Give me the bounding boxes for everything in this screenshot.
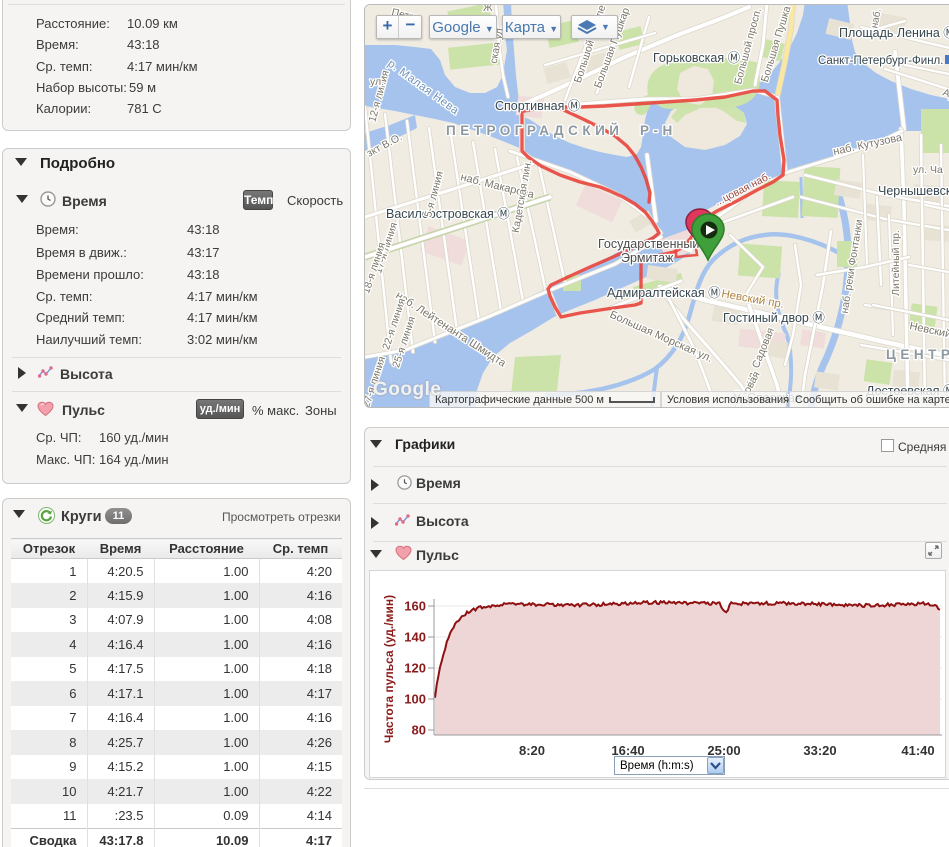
- svg-text:120: 120: [404, 661, 426, 676]
- svg-text:25:00: 25:00: [707, 743, 740, 758]
- svg-text:ул. Ча: ул. Ча: [913, 164, 943, 176]
- svg-text:Государственный: Государственный: [598, 237, 699, 251]
- svg-text:ул.: ул.: [370, 76, 384, 88]
- svg-text:Санкт-Петербург-Финл.: Санкт-Петербург-Финл.: [818, 55, 943, 67]
- svg-text:80: 80: [412, 723, 426, 738]
- svg-text:Ж: Ж: [483, 5, 493, 14]
- svg-text:Ар: Ар: [941, 87, 949, 103]
- svg-text:Горьковская Ⓜ: Горьковская Ⓜ: [653, 51, 741, 65]
- svg-text:Площадь Ленина Ⓜ: Площадь Ленина Ⓜ: [839, 26, 949, 40]
- svg-text:Чернышевск: Чернышевск: [878, 184, 949, 198]
- svg-text:Гостиный двор Ⓜ: Гостиный двор Ⓜ: [723, 311, 825, 325]
- svg-text:ЦЕНТР: ЦЕНТР: [886, 347, 949, 362]
- svg-text:8:20: 8:20: [519, 743, 545, 758]
- svg-text:41:40: 41:40: [901, 743, 934, 758]
- svg-text:Частота пульса (уд./мин): Частота пульса (уд./мин): [382, 595, 396, 743]
- svg-text:100: 100: [404, 692, 426, 707]
- svg-text:Адмиралтейская Ⓜ: Адмиралтейская Ⓜ: [607, 286, 721, 300]
- svg-text:160: 160: [404, 599, 426, 614]
- svg-text:Эрмитаж: Эрмитаж: [621, 251, 674, 265]
- svg-text:наб.: наб.: [868, 8, 883, 29]
- svg-text:ПЕТРОГРАДСКИЙ Р-Н: ПЕТРОГРАДСКИЙ Р-Н: [446, 123, 677, 138]
- svg-text:Спортивная Ⓜ: Спортивная Ⓜ: [495, 99, 581, 113]
- svg-text:Литейный пр.: Литейный пр.: [890, 230, 902, 296]
- svg-text:33:20: 33:20: [803, 743, 836, 758]
- svg-text:16:40: 16:40: [611, 743, 644, 758]
- svg-text:Василеостровская Ⓜ: Василеостровская Ⓜ: [386, 207, 510, 221]
- svg-text:140: 140: [404, 630, 426, 645]
